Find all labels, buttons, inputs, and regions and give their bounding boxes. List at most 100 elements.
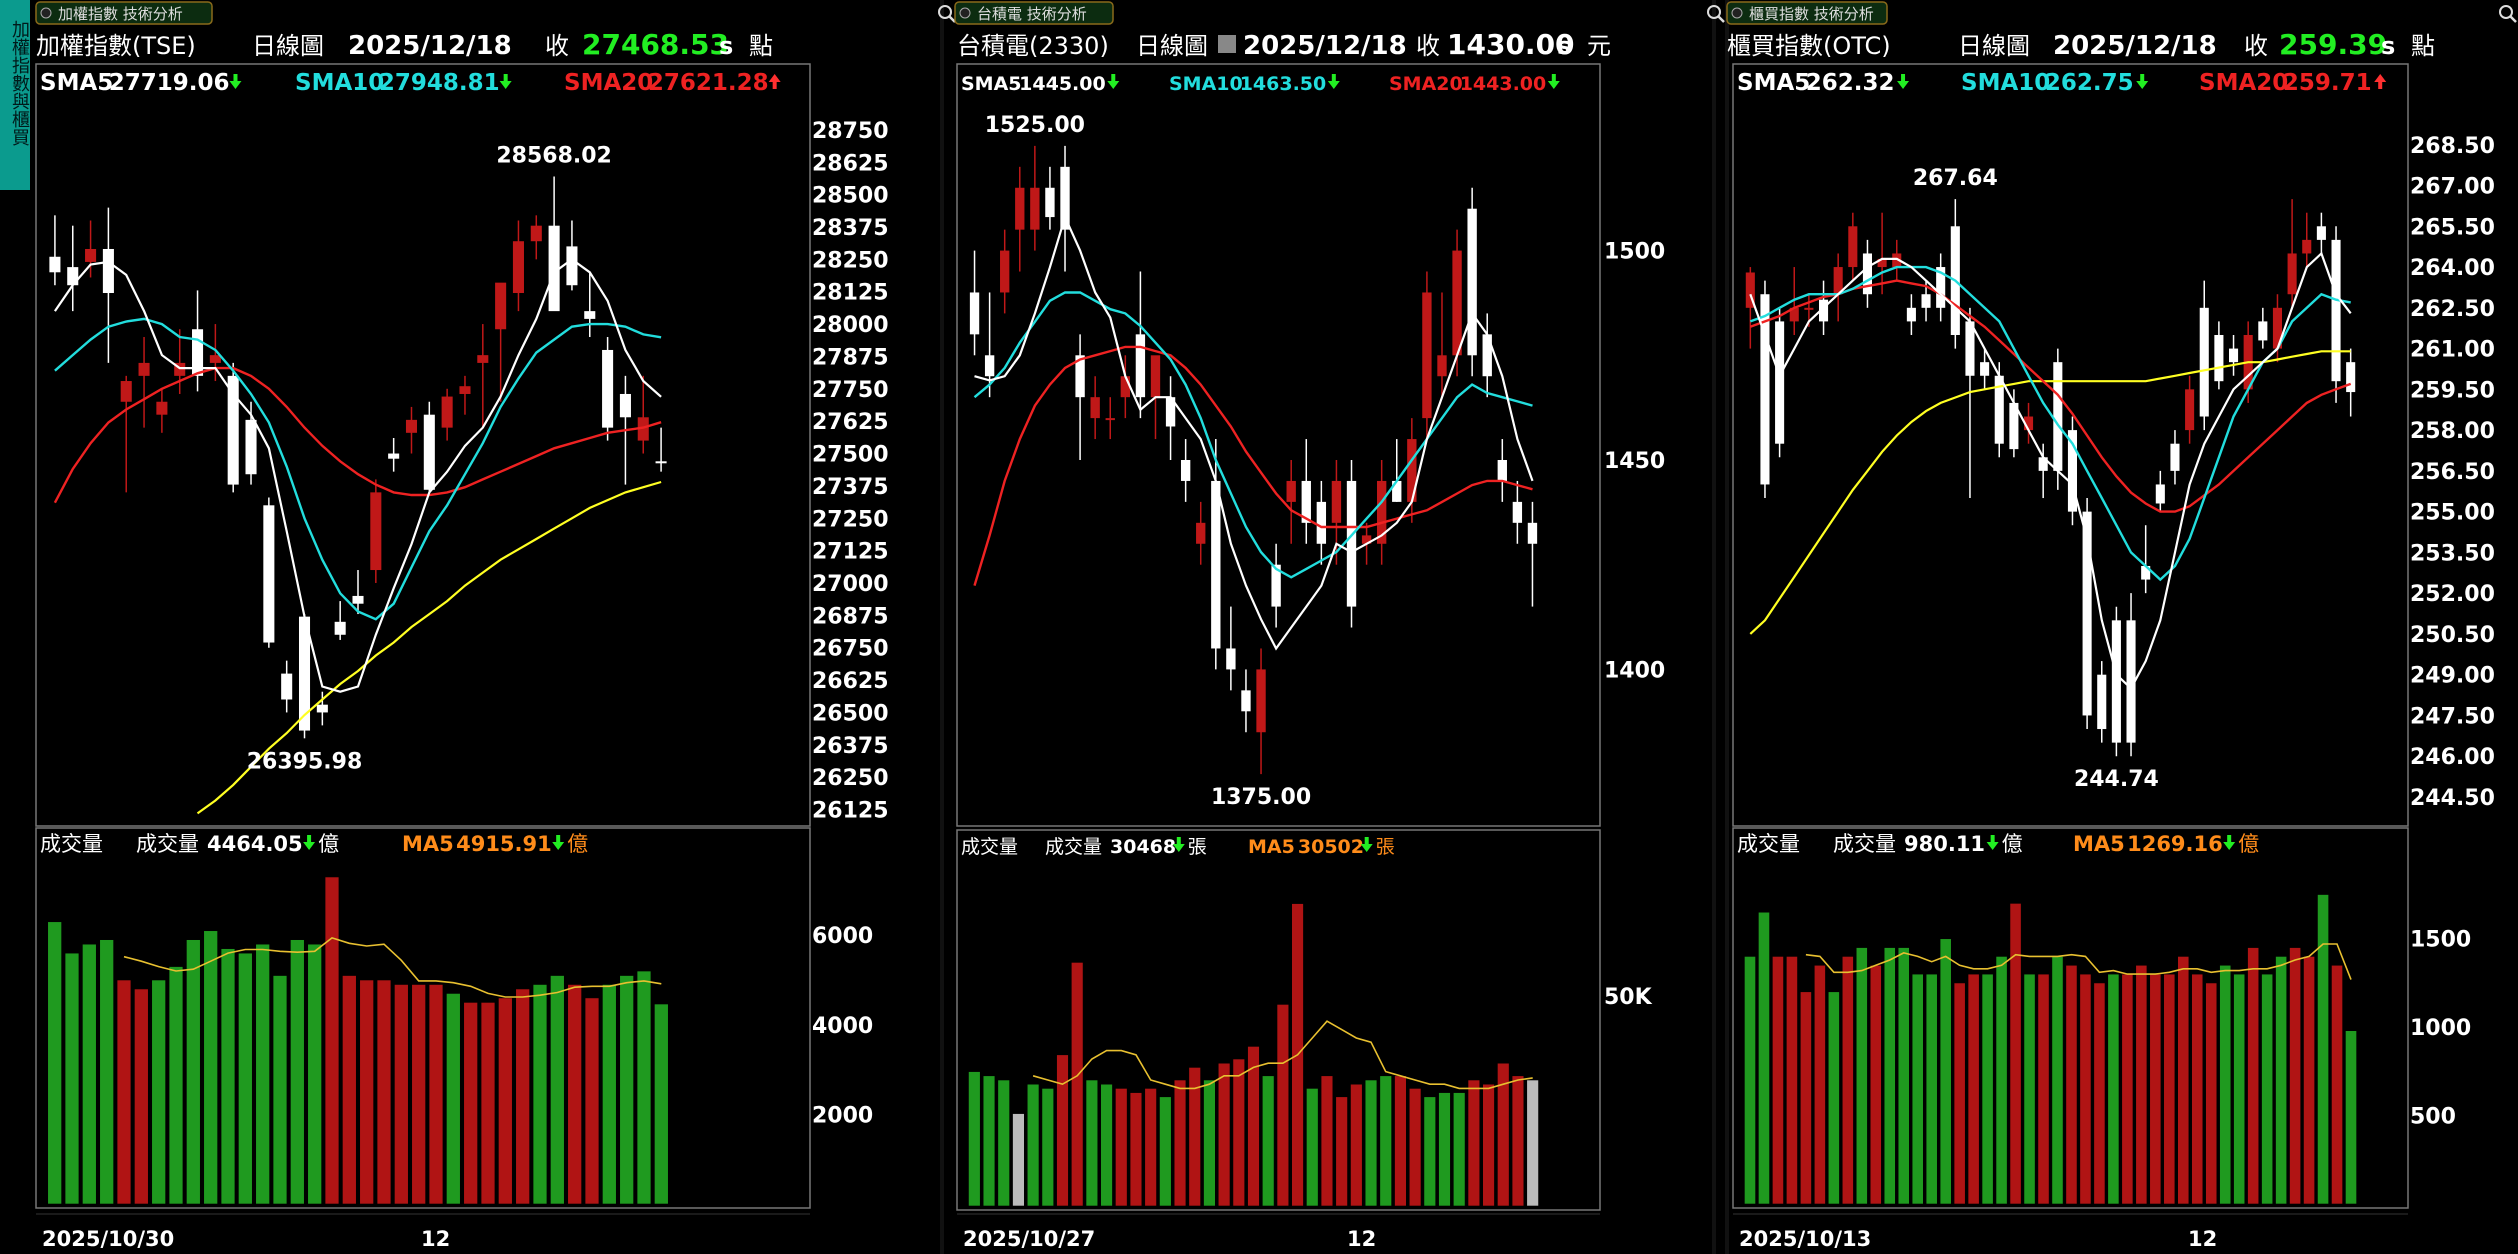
candle — [1498, 439, 1507, 502]
candle-body-up — [1196, 523, 1205, 544]
price-tick-label: 252.00 — [2410, 582, 2495, 607]
legend-sma10: SMA101463.50 — [1169, 73, 1340, 95]
volume-ma5-unit: 億 — [567, 832, 588, 856]
volume-bar — [2206, 983, 2217, 1204]
volume-bar — [1057, 1055, 1069, 1206]
candle — [1834, 253, 1843, 321]
instrument-title: 櫃買指數(OTC) — [1727, 32, 1891, 60]
volume-bar — [204, 931, 218, 1204]
candle-body-up — [1256, 669, 1265, 732]
candle — [2200, 281, 2209, 430]
arrow-down-shape — [2136, 74, 2148, 89]
window-menu-icon[interactable] — [41, 8, 51, 18]
candle-body-down — [985, 355, 994, 376]
high-price-label: 1525.00 — [985, 113, 1085, 138]
candle-body-down — [1467, 209, 1476, 356]
candle-body-down — [388, 454, 399, 459]
zoom-icon-handle — [1718, 16, 1724, 22]
candle-body-down — [2170, 444, 2179, 471]
volume-bar — [1512, 1076, 1524, 1206]
sma20-line — [55, 368, 661, 503]
volume-bar — [2331, 965, 2342, 1204]
volume-bar — [256, 944, 270, 1204]
candle — [228, 363, 239, 492]
candle — [2258, 308, 2267, 349]
candle — [370, 479, 381, 583]
volume-bar — [2248, 948, 2259, 1204]
volume-bar — [82, 944, 96, 1204]
volume-section-label: 成交量 — [1737, 832, 1800, 856]
arrow-down-icon — [552, 835, 564, 850]
volume-bar — [1898, 948, 1909, 1204]
legend-sma20-value: 27621.28 — [648, 70, 769, 96]
candle-body-down — [656, 461, 667, 463]
candle-body-up — [121, 381, 132, 402]
period-dropdown-icon[interactable] — [1218, 35, 1236, 53]
arrow-down-icon — [303, 835, 315, 850]
candle-body-down — [2097, 675, 2106, 729]
volume-bar — [412, 984, 426, 1204]
sma20-line — [975, 347, 1533, 586]
candle — [2156, 471, 2165, 512]
price-tick-label: 28125 — [812, 281, 889, 306]
candle-body-up — [1804, 308, 1813, 310]
candle — [2170, 430, 2179, 484]
candle — [2141, 525, 2150, 593]
price-tick-label: 26500 — [812, 701, 889, 726]
candle — [1045, 167, 1054, 230]
volume-bar — [394, 984, 408, 1204]
candle — [2317, 213, 2326, 254]
candle-body-down — [1980, 362, 1989, 376]
candle-body-down — [67, 267, 78, 285]
candle — [1302, 439, 1311, 544]
candle — [2126, 593, 2135, 756]
volume-bar — [1926, 974, 1937, 1204]
volume-bar — [169, 967, 183, 1204]
arrow-down-icon — [2223, 835, 2235, 850]
candle — [263, 498, 274, 648]
low-price-label: 1375.00 — [1211, 785, 1311, 810]
volume-bar — [2136, 965, 2147, 1204]
candle — [1437, 292, 1446, 397]
window-menu-icon[interactable] — [960, 8, 970, 18]
volume-bar — [65, 953, 79, 1204]
candle-body-up — [2302, 240, 2311, 254]
instrument-title: 加權指數(TSE) — [36, 32, 196, 60]
volume-bar — [1233, 1059, 1245, 1206]
candle-body-up — [1121, 376, 1130, 397]
legend-sma5: SMA51445.00 — [961, 73, 1119, 95]
zoom-icon[interactable] — [2500, 6, 2516, 22]
window-menu-icon[interactable] — [1732, 8, 1742, 18]
candle-body-down — [1226, 648, 1235, 669]
legend-sma10-value: 1463.50 — [1240, 73, 1327, 95]
high-price-label: 267.64 — [1913, 166, 1998, 191]
candle-body-down — [1045, 188, 1054, 217]
window-tab[interactable]: 櫃買指數 技術分析 — [1727, 2, 1887, 24]
legend-sma10-label: SMA10 — [1961, 70, 2050, 96]
legend-sma10-label: SMA10 — [1169, 73, 1243, 95]
arrow-down-icon — [1328, 74, 1340, 89]
arrow-down-shape — [303, 835, 315, 850]
window-tab[interactable]: 台積電 技術分析 — [955, 2, 1113, 24]
candle — [388, 438, 399, 472]
candle — [1467, 188, 1476, 376]
candle — [1106, 397, 1115, 439]
close-unit: 點 — [749, 32, 773, 60]
candle — [459, 376, 470, 415]
price-tick-label: 28375 — [812, 216, 889, 241]
candle — [2214, 321, 2223, 389]
volume-unit: 億 — [318, 832, 339, 856]
volume-bar — [1277, 1004, 1289, 1206]
candle-body-down — [103, 249, 114, 293]
volume-value: 980.11 — [1904, 832, 1985, 856]
candle — [2083, 498, 2092, 729]
arrow-down-shape — [500, 74, 512, 89]
volume-bar — [2317, 895, 2328, 1204]
price-tick-label: 27875 — [812, 345, 889, 370]
period-label: 日線圖 — [252, 32, 324, 60]
window-tab[interactable]: 加權指數 技術分析 — [36, 2, 212, 24]
volume-bar — [2345, 1031, 2356, 1204]
price-tick-label: 26875 — [812, 604, 889, 629]
volume-unit: 張 — [1188, 836, 1207, 858]
